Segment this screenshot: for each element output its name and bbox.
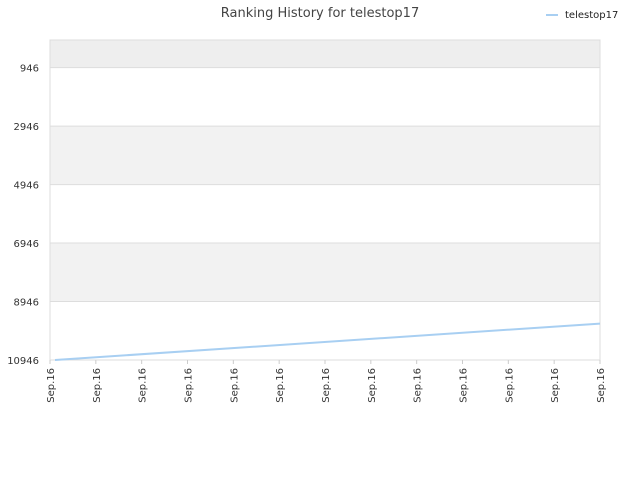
- y-axis: 946 2946 4946 6946 8946 10946: [7, 64, 39, 367]
- y-tick-label: 6946: [14, 239, 39, 250]
- series-layer: [54, 322, 601, 361]
- chart-title: Ranking History for telestop17: [221, 6, 419, 21]
- x-tick-label: Sep.16: [413, 368, 424, 403]
- legend[interactable]: telestop17: [546, 10, 618, 21]
- x-tick-label: Sep.16: [229, 368, 240, 403]
- x-tick-label: Sep.16: [367, 368, 378, 403]
- plot-band: [50, 301, 600, 360]
- plot-band: [50, 40, 600, 68]
- x-tick-label: Sep.16: [596, 368, 607, 403]
- series-line: [54, 322, 601, 361]
- y-tick-label: 10946: [7, 356, 39, 367]
- legend-label: telestop17: [565, 10, 618, 21]
- x-tick-label: Sep.16: [92, 368, 103, 403]
- y-tick-label: 2946: [14, 122, 39, 133]
- plot-band: [50, 67, 600, 127]
- plot-band: [50, 184, 600, 244]
- y-tick-label: 946: [20, 64, 39, 75]
- x-tick-label: Sep.16: [321, 368, 332, 403]
- x-tick-label: Sep.16: [184, 368, 195, 403]
- y-tick-label: 8946: [14, 298, 39, 309]
- plot-band: [50, 243, 600, 302]
- plot-background-bands: [50, 40, 600, 360]
- x-tick-label: Sep.16: [138, 368, 149, 403]
- y-tick-label: 4946: [14, 181, 39, 192]
- x-tick-label: Sep.16: [46, 368, 57, 403]
- plot-band: [50, 126, 600, 185]
- x-axis: Sep.16 Sep.16 Sep.16 Sep.16 Sep.16 Sep.16 Sep.…: [46, 360, 607, 403]
- x-tick-label: Sep.16: [504, 368, 515, 403]
- x-tick-label: Sep.16: [459, 368, 470, 403]
- x-tick-label: Sep.16: [275, 368, 286, 403]
- x-tick-label: Sep.16: [550, 368, 561, 403]
